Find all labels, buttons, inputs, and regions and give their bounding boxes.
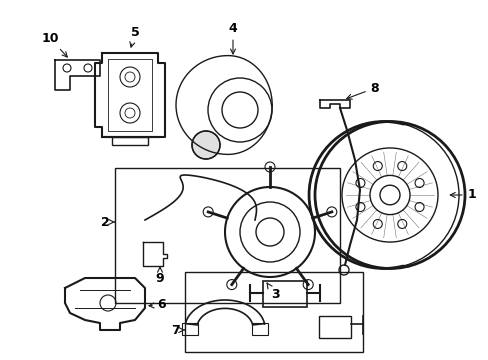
Bar (251, 323, 267, 335)
Text: 10: 10 (41, 31, 67, 57)
Text: 7: 7 (170, 324, 184, 337)
Text: 9: 9 (155, 267, 164, 284)
Text: 4: 4 (228, 22, 237, 54)
Circle shape (192, 131, 220, 159)
Text: 3: 3 (266, 283, 279, 302)
Text: 2: 2 (101, 216, 115, 229)
Bar (112, 137, 148, 145)
Bar (184, 272, 362, 352)
Text: 8: 8 (346, 81, 379, 99)
Bar (108, 59, 152, 131)
Text: 6: 6 (149, 298, 166, 311)
Bar (318, 316, 350, 338)
Text: 5: 5 (130, 26, 139, 47)
Text: 1: 1 (449, 189, 475, 202)
Bar (115, 168, 339, 303)
Bar (182, 323, 198, 335)
Bar (263, 281, 306, 307)
